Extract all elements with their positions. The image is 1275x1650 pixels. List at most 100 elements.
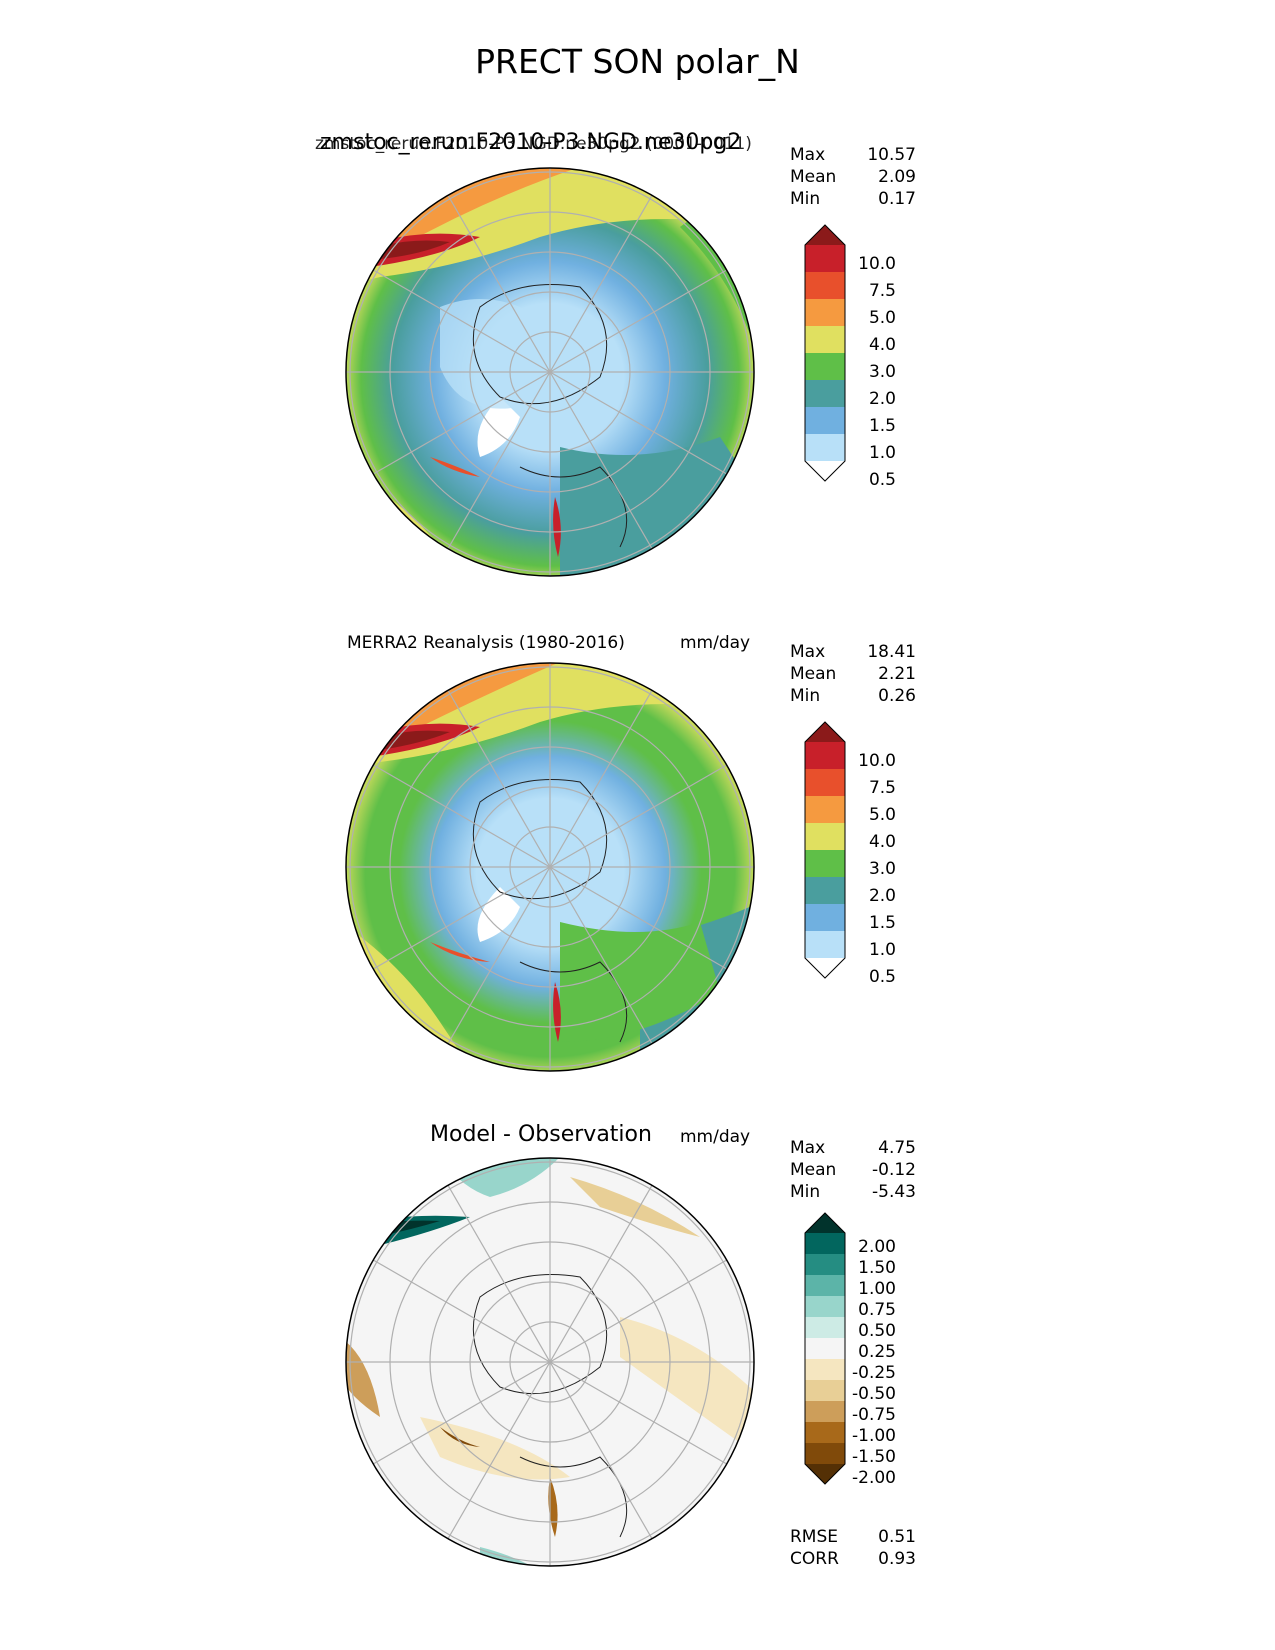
panel3-map-border	[345, 1157, 755, 1567]
panel2-units: mm/day	[680, 633, 751, 653]
panel3-tick-7: -0.50	[852, 1384, 896, 1404]
panel2-stat-max-label: Max	[790, 642, 826, 662]
panel3-tick-0: 2.00	[858, 1237, 896, 1257]
panel3-tick-6: -0.25	[852, 1363, 896, 1383]
panel3-tick-4: 0.50	[858, 1321, 896, 1341]
panel1-tick-2: 5.0	[868, 308, 896, 328]
panel2-tick-1: 7.5	[868, 778, 896, 798]
panel1-coastline-2	[519, 466, 628, 548]
figure-title: PRECT SON polar_N	[475, 42, 800, 81]
panel2-stat-mean-value: 2.21	[878, 664, 916, 684]
panel1-stat-max-label: Max	[790, 145, 826, 165]
panel1-tick-1: 7.5	[868, 281, 896, 301]
panel3-stat-mean-label: Mean	[790, 1160, 837, 1180]
panel1-map	[345, 167, 755, 577]
panel1-title: zmstoc_rerun.F2010-P3.NGD.ne30pg2	[320, 130, 742, 155]
panel1-tick-5: 2.0	[868, 389, 896, 409]
panel1-map-border	[345, 167, 755, 577]
panel3-colorbar-swatch-1	[805, 1233, 845, 1254]
panel2-tick-6: 1.5	[868, 913, 896, 933]
panel3-colorbar	[804, 1212, 846, 1485]
panel2-colorbar-swatch-8	[805, 931, 845, 958]
panel2-colorbar-swatch-6	[805, 877, 845, 904]
panel1-field-alaska-coast	[430, 457, 480, 477]
panel3-stat-min-label: Min	[790, 1182, 821, 1202]
panel2-colorbar-swatch-3	[805, 796, 845, 823]
panel3-colorbar-swatch-10	[805, 1422, 845, 1443]
panel3-tick-9: -1.00	[852, 1426, 896, 1446]
panel3-colorbar-swatch-4	[805, 1296, 845, 1317]
panel1-colorbar-swatch-4	[805, 326, 845, 353]
panel3-field-siberia-negative	[620, 1317, 754, 1457]
panel3-title: Model - Observation	[430, 1122, 652, 1147]
panel2-tick-3: 4.0	[868, 832, 896, 852]
panel3-colorbar-outline	[804, 1212, 846, 1485]
panel1-field-greenland	[477, 397, 520, 457]
panel2-tick-0: 10.0	[858, 751, 896, 771]
panel3-field-ne-negative	[570, 1177, 700, 1237]
panel2-stat-mean-label: Mean	[790, 664, 837, 684]
panel2-tick-5: 2.0	[868, 886, 896, 906]
panel3-colorbar-cap-top	[805, 1213, 845, 1233]
panel1-colorbar-swatch-1	[805, 245, 845, 272]
panel2-field-greenland	[477, 887, 520, 942]
panel3-gridlines	[346, 1158, 754, 1566]
panel1-tick-4: 3.0	[868, 362, 896, 382]
panel1-colorbar-swatch-5	[805, 353, 845, 380]
panel2-map	[345, 662, 755, 1072]
panel2-stat-min-value: 0.26	[878, 686, 916, 706]
panel3-tick-8: -0.75	[852, 1405, 896, 1425]
panel2-gridlines	[346, 663, 754, 1071]
panel1-title-overlap: zmstoc_rerun.F2010-P3.NGD.ne30pg2 (0001-…	[315, 134, 752, 154]
panel2-colorbar-swatch-4	[805, 823, 845, 850]
panel3-stat-min-value: -5.43	[872, 1182, 916, 1202]
panel1-field-norway-coast	[553, 497, 561, 557]
panel2-map-border	[345, 662, 755, 1072]
panel1-colorbar-cap-bottom	[805, 461, 845, 481]
panel3-tick-11: -2.00	[852, 1468, 896, 1488]
panel2-colorbar-swatch-1	[805, 742, 845, 769]
panel3-colorbar-swatch-2	[805, 1254, 845, 1275]
panel3-stat-max-label: Max	[790, 1138, 826, 1158]
panel3-tick-3: 0.75	[858, 1300, 896, 1320]
panel1-stat-min-value: 0.17	[878, 189, 916, 209]
panel3-tick-5: 0.25	[858, 1342, 896, 1362]
panel2-colorbar	[804, 721, 846, 979]
panel3-colorbar-swatch-3	[805, 1275, 845, 1296]
panel1-tick-7: 1.0	[868, 443, 896, 463]
panel1-stat-max-value: 10.57	[867, 145, 916, 165]
panel2-colorbar-swatch-5	[805, 850, 845, 877]
panel1-colorbar-cap-top	[805, 225, 845, 245]
panel3-colorbar-cap-bottom	[805, 1464, 845, 1484]
panel1-tick-8: 0.5	[868, 470, 896, 490]
panel3-colorbar-swatch-5	[805, 1317, 845, 1338]
panel2-stat-max-value: 18.41	[867, 642, 916, 662]
panel1-gridlines	[346, 168, 754, 576]
panel3-corr-value: 0.93	[878, 1549, 916, 1569]
panel2-colorbar-cap-top	[805, 722, 845, 742]
panel2-tick-2: 5.0	[868, 805, 896, 825]
panel1-colorbar-swatch-2	[805, 272, 845, 299]
panel3-tick-2: 1.00	[858, 1279, 896, 1299]
panel3-units: mm/day	[680, 1127, 751, 1147]
panel1-colorbar-outline	[804, 224, 846, 482]
panel3-corr-label: CORR	[790, 1549, 839, 1569]
panel2-colorbar-outline	[804, 721, 846, 979]
panel3-tick-1: 1.50	[858, 1258, 896, 1278]
panel1-stat-mean-label: Mean	[790, 167, 837, 187]
panel3-rmse-value: 0.51	[878, 1527, 916, 1547]
panel1-tick-0: 10.0	[858, 254, 896, 274]
panel1-stat-min-label: Min	[790, 189, 821, 209]
panel1-tick-3: 4.0	[868, 335, 896, 355]
panel2-colorbar-cap-bottom	[805, 958, 845, 978]
panel1-tick-6: 1.5	[868, 416, 896, 436]
panel3-stat-max-value: 4.75	[878, 1138, 916, 1158]
panel2-colorbar-swatch-7	[805, 904, 845, 931]
panel1-colorbar-swatch-6	[805, 380, 845, 407]
panel1-colorbar-swatch-3	[805, 299, 845, 326]
panel2-stat-min-label: Min	[790, 686, 821, 706]
panel3-map	[345, 1157, 755, 1567]
panel2-coastline-2	[519, 961, 628, 1043]
panel2-tick-8: 0.5	[868, 967, 896, 987]
panel3-rmse-label: RMSE	[790, 1527, 839, 1547]
